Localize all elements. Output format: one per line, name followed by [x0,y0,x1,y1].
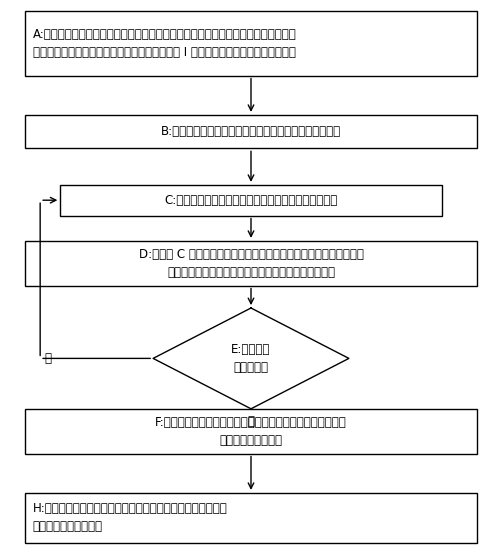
Bar [25,115,476,148]
Text: B:确定与接地网引下线电流流出点相交的导体支路的方向: B:确定与接地网引下线电流流出点相交的导体支路的方向 [161,125,340,138]
Text: A:选取一对接地网引下线，以其中一个接地引下线作为电流注入点，另一个接地引下
线作为电流流出点，向接地网中注入的恒定电流 I 入点，向接地网中注入的恒定电流: A:选取一对接地网引下线，以其中一个接地引下线作为电流注入点，另一个接地引下 线… [33,28,296,59]
Text: E:是否有其
它支路存在: E:是否有其 它支路存在 [231,343,270,374]
Bar [25,11,476,76]
Text: D:沿步骤 C 中的绘制的导体支路确认其它规则导体支路的位置，修改
已绘制的导体支路的长度，更新接地网的网络结构模型: D:沿步骤 C 中的绘制的导体支路确认其它规则导体支路的位置，修改 已绘制的导体… [138,248,363,279]
Bar [25,409,476,454]
Text: 否: 否 [247,414,254,428]
Bar [25,493,476,543]
Text: H:重复以上步骤，直至绘制区域覆盖整个变电站，建立完整的
接地网的网络结构模型: H:重复以上步骤，直至绘制区域覆盖整个变电站，建立完整的 接地网的网络结构模型 [33,502,227,534]
Text: 是: 是 [44,352,51,365]
Bar [25,241,476,286]
Bar [60,185,441,216]
Text: C:建立空间直角坐标系，初步绘制出接地网的网络模型: C:建立空间直角坐标系，初步绘制出接地网的网络模型 [164,194,337,207]
Text: F:利用支路节点周围的圆弧磁场确定斜搭支路，进一步更新接
地网的网络结构模型: F:利用支路节点周围的圆弧磁场确定斜搭支路，进一步更新接 地网的网络结构模型 [155,416,346,447]
